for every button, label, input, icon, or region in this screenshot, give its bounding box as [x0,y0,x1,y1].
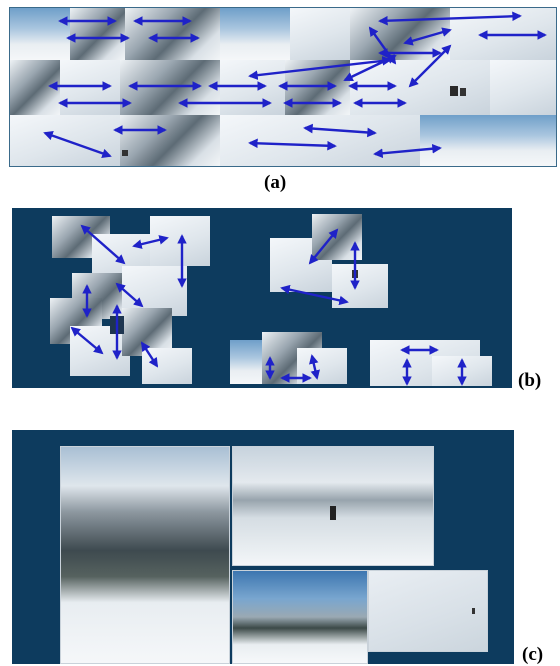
correspondence-arrow [373,143,442,159]
correspondence-arrow [43,131,112,158]
correspondence-arrow [140,341,159,368]
correspondence-arrow [408,44,452,88]
skier-figure [472,608,475,614]
skier-figure [122,150,128,156]
photo-mountain-forest [60,446,230,664]
correspondence-arrow [308,228,339,265]
panel-a-arrow-overlay [43,11,547,159]
photo-tile [420,115,556,166]
photo-tile [490,60,556,115]
panel-c-collage [12,430,514,664]
caption-b: (b) [518,370,542,391]
correspondence-arrow [378,11,522,26]
photo-forest-sky [232,570,368,664]
correspondence-arrow [248,138,337,151]
correspondence-arrow [403,27,452,46]
photo-snowfield [368,570,488,652]
correspondence-arrow [132,235,169,249]
skier-figure [460,88,466,96]
correspondence-arrow [280,284,349,306]
photo-tile [120,115,220,166]
correspondence-arrow [70,326,104,355]
photo-tile [290,8,350,60]
skier-figure [450,86,458,96]
panel-a-mosaic [9,7,557,167]
correspondence-arrow [115,282,144,308]
skier-figure [330,506,336,520]
panel-b-arrow-overlay [70,224,467,386]
correspondence-arrow [309,354,320,380]
caption-c: (c) [522,644,544,665]
correspondence-arrow [80,224,126,265]
correspondence-arrow [248,56,392,80]
panel-b-clusters [12,208,512,388]
caption-a: (a) [264,172,287,193]
correspondence-arrow [303,123,377,138]
photo-tile [220,8,290,60]
